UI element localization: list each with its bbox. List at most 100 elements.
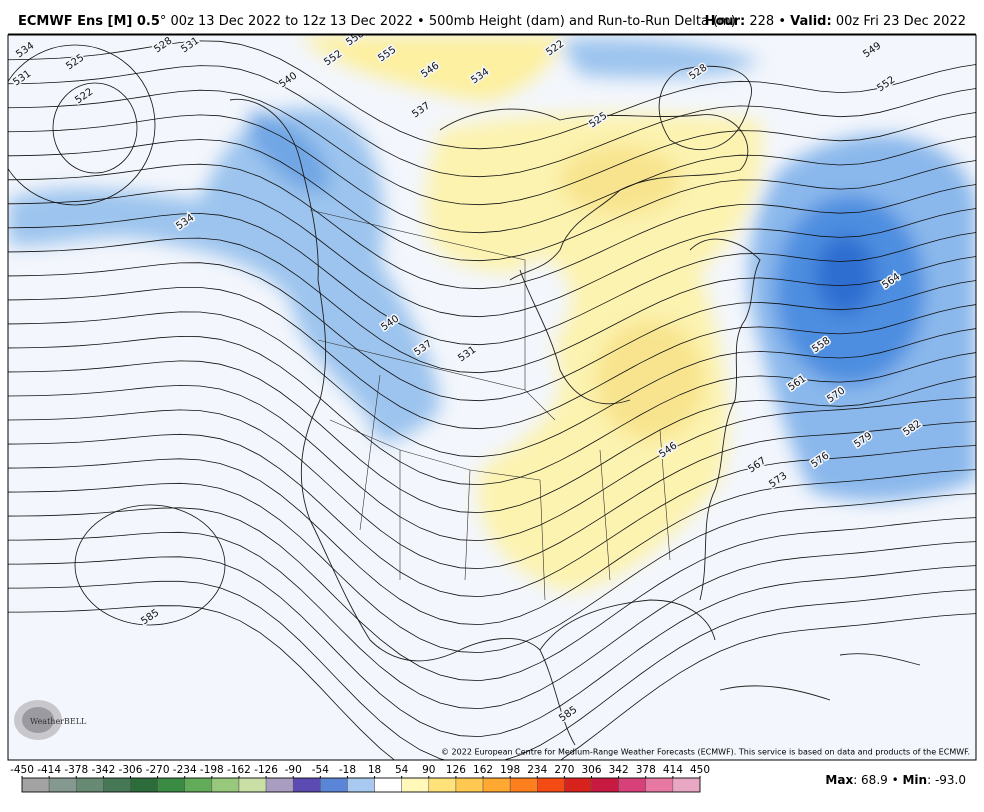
colorbar-tick-label: 126 bbox=[446, 764, 466, 776]
header-left: ECMWF Ens [M] 0.5° 00z 13 Dec 2022 to 12… bbox=[18, 14, 736, 29]
contour bbox=[8, 409, 976, 570]
colorbar-swatch bbox=[374, 777, 402, 793]
colorbar-swatch bbox=[292, 777, 321, 793]
contour bbox=[8, 40, 976, 150]
text-run: Min bbox=[902, 773, 927, 787]
contour bbox=[8, 44, 156, 206]
colorbar-swatch bbox=[103, 777, 131, 793]
colorbar-swatch bbox=[320, 777, 348, 793]
text-run: Valid: bbox=[790, 14, 832, 29]
colorbar-tick-label: 162 bbox=[473, 764, 493, 776]
colorbar-swatch bbox=[428, 777, 457, 793]
text-run: Max bbox=[825, 773, 853, 787]
contour bbox=[8, 89, 976, 206]
colorbar-swatch bbox=[157, 777, 185, 793]
contour bbox=[52, 82, 138, 174]
colorbar-tick-label: 414 bbox=[663, 764, 683, 776]
contour bbox=[8, 507, 976, 682]
text-run: 00z Fri 23 Dec 2022 bbox=[832, 14, 966, 29]
colorbar-tick-label: -126 bbox=[254, 764, 278, 776]
max-min: Max: 68.9 • Min: -93.0 bbox=[825, 773, 966, 787]
colorbar-tick-label: -414 bbox=[37, 764, 61, 776]
colorbar-swatch bbox=[48, 777, 77, 793]
text-run: : -93.0 bbox=[927, 773, 966, 787]
contour bbox=[8, 482, 976, 654]
colorbar-tick-label: -54 bbox=[312, 764, 329, 776]
contour bbox=[8, 237, 976, 374]
contour bbox=[8, 212, 976, 346]
text-run: : 68.9 • bbox=[853, 773, 902, 787]
contour bbox=[8, 139, 976, 262]
contour bbox=[74, 504, 226, 626]
contour bbox=[8, 556, 976, 738]
colorbar-swatch bbox=[672, 777, 701, 793]
contour bbox=[8, 287, 976, 430]
colorbar-tick-label: -378 bbox=[64, 764, 88, 776]
contour bbox=[8, 433, 976, 598]
colorbar-tick-label: 450 bbox=[690, 764, 710, 776]
contour bbox=[8, 360, 976, 514]
colorbar-tick-label: 234 bbox=[527, 764, 547, 776]
coastlines bbox=[229, 65, 921, 746]
colorbar-swatch bbox=[537, 777, 565, 793]
header-right: Hour: 228 • Valid: 00z Fri 23 Dec 2022 bbox=[705, 14, 966, 29]
colorbar-tick-label: 270 bbox=[554, 764, 574, 776]
colorbar-swatch bbox=[618, 777, 647, 793]
contour bbox=[8, 580, 976, 760]
logo-text: WeatherBELL bbox=[30, 717, 87, 726]
colorbar-tick-label: -270 bbox=[146, 764, 170, 776]
colorbar-tick-label: -90 bbox=[285, 764, 302, 776]
contour bbox=[8, 531, 976, 710]
colorbar-tick-label: 306 bbox=[581, 764, 601, 776]
colorbar-swatch bbox=[21, 777, 50, 793]
contour bbox=[8, 458, 976, 626]
colorbar-swatch bbox=[265, 777, 294, 793]
colorbar-swatch bbox=[238, 777, 267, 793]
colorbar-tick-label: -342 bbox=[91, 764, 115, 776]
text-run: ECMWF Ens [M] 0.5 bbox=[18, 14, 160, 29]
colorbar-frame bbox=[21, 777, 701, 793]
contour bbox=[8, 384, 976, 542]
colorbar-swatch bbox=[591, 777, 619, 793]
colorbar-swatch bbox=[455, 777, 484, 793]
colorbar-swatch bbox=[130, 777, 158, 793]
colorbar-swatch bbox=[645, 777, 674, 793]
text-run: Hour: bbox=[705, 14, 746, 29]
colorbar-tick-label: 378 bbox=[636, 764, 656, 776]
colorbar-tick-label: -306 bbox=[119, 764, 143, 776]
anomaly-fill bbox=[8, 35, 976, 592]
colorbar-swatch bbox=[509, 777, 538, 793]
contour bbox=[8, 262, 976, 402]
contour bbox=[8, 335, 976, 486]
colorbar-tick-label: -162 bbox=[227, 764, 251, 776]
text-run: ° 00z 13 Dec 2022 to 12z 13 Dec 2022 • 5… bbox=[160, 14, 736, 29]
copyright: © 2022 European Centre for Medium-Range … bbox=[441, 748, 970, 757]
colorbar-tick-label: 198 bbox=[500, 764, 520, 776]
colorbar-tick-label: 90 bbox=[422, 764, 435, 776]
colorbar-tick-label: -234 bbox=[173, 764, 197, 776]
colorbar-swatch bbox=[75, 777, 104, 793]
contour bbox=[8, 605, 976, 760]
colorbar-tick-label: 18 bbox=[368, 764, 381, 776]
colorbar-tick-label: -198 bbox=[200, 764, 224, 776]
colorbar-swatch bbox=[564, 777, 592, 793]
colorbar: -450 -414 -378 -342 -306 -270 -234 -198 -162 -126… bbox=[10, 764, 710, 793]
colorbar-swatch bbox=[347, 777, 375, 793]
colorbar-tick-label: 54 bbox=[395, 764, 409, 776]
colorbar-swatch bbox=[401, 777, 430, 793]
colorbar-swatch bbox=[211, 777, 240, 793]
contour bbox=[8, 65, 976, 178]
colorbar-swatch bbox=[184, 777, 213, 793]
contours bbox=[8, 40, 976, 760]
colorbar-tick-label: -18 bbox=[339, 764, 356, 776]
logo: WeatherBELL bbox=[14, 700, 87, 740]
text-run: 228 • bbox=[745, 14, 790, 29]
colorbar-swatch bbox=[482, 777, 511, 793]
contour bbox=[8, 311, 976, 458]
contour bbox=[8, 163, 976, 290]
contour bbox=[8, 114, 976, 234]
colorbar-tick-label: -450 bbox=[10, 764, 34, 776]
contour bbox=[8, 188, 976, 318]
